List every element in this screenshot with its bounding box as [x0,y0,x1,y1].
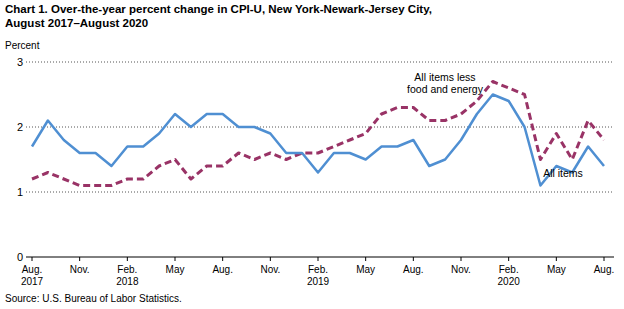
x-tick-label: May [547,264,566,275]
x-tick-label: Nov. [451,264,471,275]
x-tick [604,257,605,261]
x-tick-label: Aug. [212,264,233,275]
x-tick [127,257,128,261]
grid-line [26,192,614,193]
x-tick-label: Feb.2018 [116,264,139,287]
source: Source: U.S. Bureau of Labor Statistics. [5,293,182,304]
series-group [32,82,604,186]
x-tick-label: Aug. [594,264,615,275]
x-tick [318,257,319,261]
title: Chart 1. Over-the-year percent change in… [5,3,432,15]
x-tick-label: Nov. [260,264,280,275]
series-line [32,82,604,186]
x-tick-label: May [166,264,185,275]
x-tick [32,257,33,261]
x-tick [79,257,80,261]
x-tick [413,257,414,261]
x-axis-line [26,257,614,258]
y-tick-label: 0 [17,251,23,263]
x-tick [508,257,509,261]
title: August 2017–August 2020 [5,17,148,29]
y-tick-label: 2 [17,121,23,133]
x-tick [461,257,462,261]
y-tick-label: 3 [17,56,23,68]
x-tick-label: Nov. [70,264,90,275]
annotation: All items less [414,71,475,83]
annotation: food and energy [407,83,484,95]
chart: Chart 1. Over-the-year percent change in… [0,0,624,309]
x-tick-label: Feb.2019 [307,264,330,287]
x-tick [556,257,557,261]
annotation: All items [543,167,583,179]
x-tick [365,257,366,261]
x-tick-label: May [356,264,375,275]
x-tick-label: Aug. [403,264,424,275]
x-tick-label: Aug.2017 [21,264,44,287]
x-tick [270,257,271,261]
x-tick [175,257,176,261]
y-axis-label: Percent [5,40,40,51]
grid-line [26,62,614,63]
series-line [32,95,604,186]
x-tick [222,257,223,261]
x-tick-label: Feb.2020 [498,264,521,287]
y-tick-label: 1 [17,186,23,198]
